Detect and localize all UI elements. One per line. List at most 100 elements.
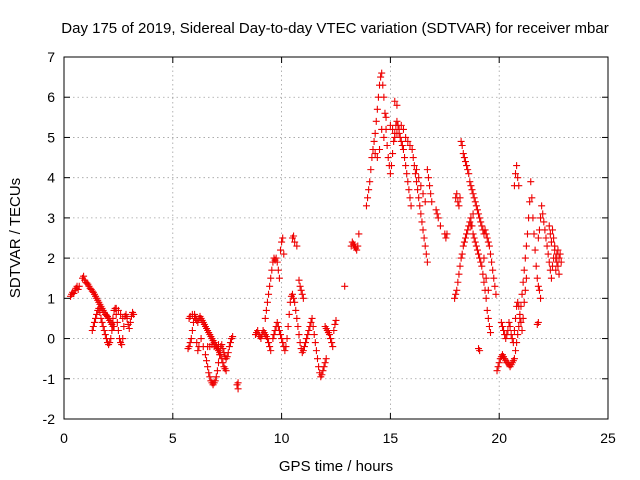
data-point [552, 266, 560, 274]
data-point [99, 322, 107, 330]
x-tick-label: 10 [274, 430, 290, 446]
data-point [70, 290, 78, 298]
data-point [514, 331, 522, 339]
data-point [225, 343, 233, 351]
data-point [411, 170, 419, 178]
data-point [379, 81, 387, 89]
data-point [506, 322, 514, 330]
data-point [492, 290, 500, 298]
data-point [371, 129, 379, 137]
data-point [415, 194, 423, 202]
plot-frame [63, 56, 609, 420]
data-point [365, 186, 373, 194]
data-point [406, 141, 414, 149]
data-point [320, 363, 328, 371]
data-point [274, 322, 282, 330]
data-point [479, 270, 487, 278]
data-point [328, 339, 336, 347]
data-point [279, 234, 287, 242]
data-point [332, 316, 340, 324]
data-point [263, 298, 271, 306]
data-point [516, 310, 524, 318]
data-point [325, 331, 333, 339]
data-point [305, 327, 313, 335]
data-point [288, 290, 296, 298]
data-point [265, 290, 273, 298]
data-point [397, 137, 405, 145]
data-point [406, 194, 414, 202]
data-point [491, 282, 499, 290]
data-point [417, 210, 425, 218]
data-point [386, 121, 394, 129]
data-point [482, 274, 490, 282]
data-point [421, 198, 429, 206]
data-point [223, 353, 231, 361]
x-tick-label: 15 [383, 430, 399, 446]
data-point [285, 310, 293, 318]
data-point [88, 327, 96, 335]
data-point [303, 335, 311, 343]
data-point [424, 174, 432, 182]
data-point [486, 329, 494, 337]
data-point [493, 367, 501, 375]
data-point [376, 146, 384, 154]
data-point [380, 93, 388, 101]
data-point [467, 214, 475, 222]
data-point [281, 347, 289, 355]
data-point [275, 274, 283, 282]
data-point [369, 146, 377, 154]
data-point [497, 318, 505, 326]
data-point [545, 222, 553, 230]
data-point [268, 266, 276, 274]
data-point [269, 335, 277, 343]
data-point [470, 234, 478, 242]
data-point [555, 270, 563, 278]
data-point [98, 318, 106, 326]
data-point [311, 339, 319, 347]
data-point [304, 331, 312, 339]
data-point [390, 137, 398, 145]
data-point [485, 322, 493, 330]
data-point [229, 333, 237, 341]
data-point [203, 357, 211, 365]
data-point [436, 222, 444, 230]
data-point [461, 234, 469, 242]
data-point [321, 359, 329, 367]
data-point [80, 272, 88, 280]
data-point [504, 327, 512, 335]
data-point [543, 242, 551, 250]
data-point [353, 246, 361, 254]
data-point [107, 335, 115, 343]
data-point [554, 246, 562, 254]
data-point [471, 238, 479, 246]
data-point [314, 355, 322, 363]
data-point [426, 182, 434, 190]
data-point [515, 322, 523, 330]
data-point [371, 150, 379, 158]
data-point [498, 322, 506, 330]
data-point [434, 214, 442, 222]
data-point [280, 250, 288, 258]
data-point [402, 133, 410, 141]
data-point [234, 385, 242, 393]
data-point [291, 238, 299, 246]
data-point [466, 218, 474, 226]
data-point [529, 214, 537, 222]
data-point [206, 373, 214, 381]
data-point [329, 343, 337, 351]
data-point [418, 218, 426, 226]
data-point [471, 198, 479, 206]
data-point [110, 322, 118, 330]
data-point [485, 242, 493, 250]
data-point [114, 306, 122, 314]
data-point [219, 345, 227, 353]
data-point [362, 202, 370, 210]
data-point [539, 210, 547, 218]
data-point [266, 343, 274, 351]
data-point [277, 246, 285, 254]
data-point [185, 343, 193, 351]
data-point [542, 234, 550, 242]
data-point [486, 250, 494, 258]
data-point [464, 166, 472, 174]
data-point [267, 274, 275, 282]
